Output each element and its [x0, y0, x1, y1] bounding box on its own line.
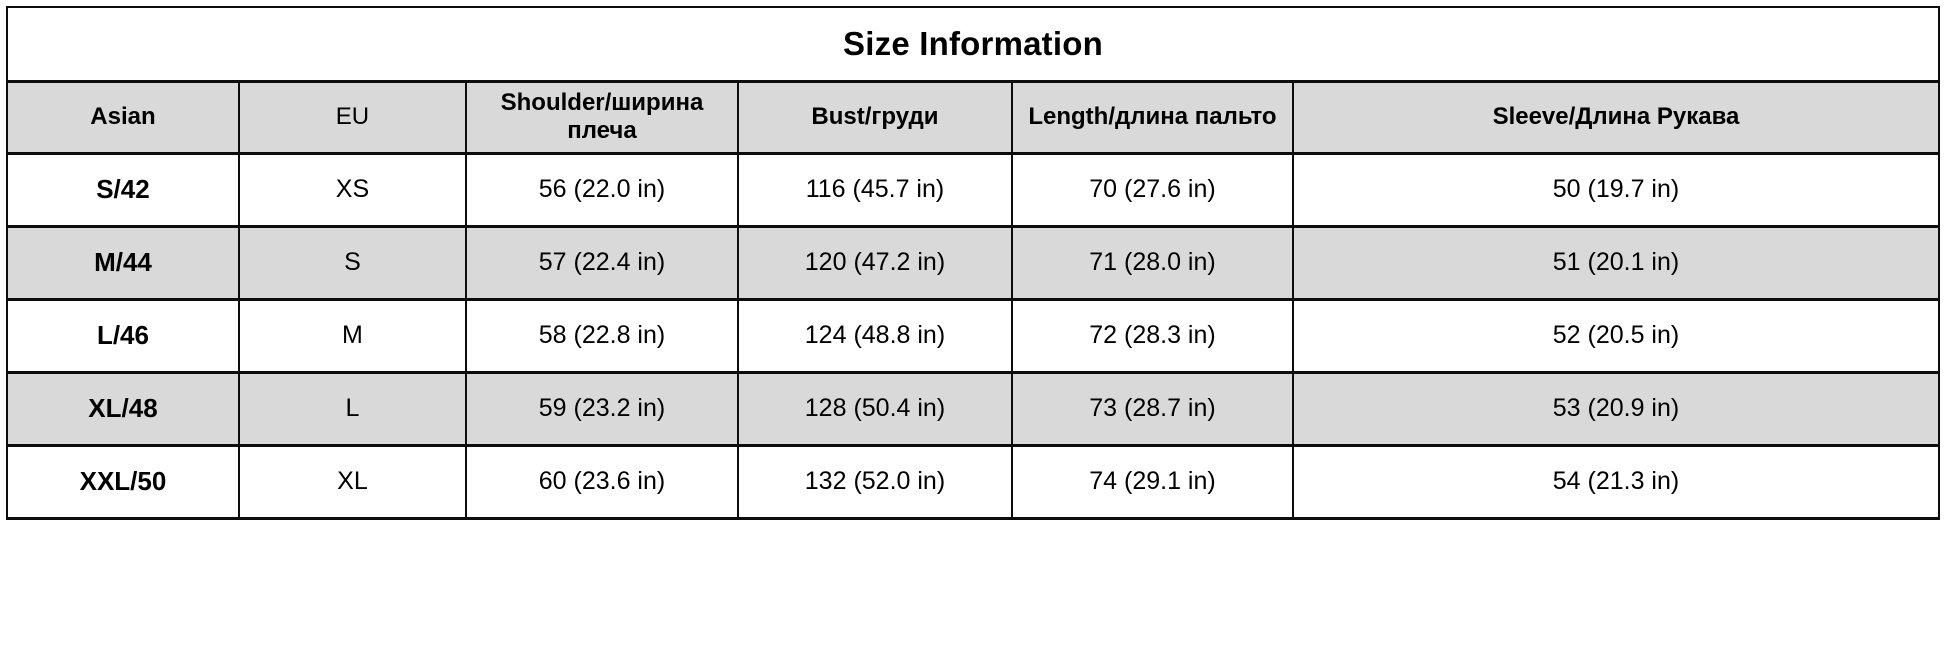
cell-sleeve: 52 (20.5 in): [1291, 298, 1941, 373]
column-header-bust: Bust/груди: [736, 80, 1013, 155]
cell-length: 73 (28.7 in): [1010, 370, 1294, 447]
size-information-table: Size Information Asian EU Shoulder/ширин…: [5, 6, 1941, 520]
cell-eu: L: [237, 370, 467, 447]
cell-eu: XL: [237, 444, 467, 520]
cell-length: 72 (28.3 in): [1010, 298, 1294, 373]
cell-sleeve: 54 (21.3 in): [1291, 444, 1941, 520]
table-row: L/46 M 58 (22.8 in) 124 (48.8 in) 72 (28…: [5, 298, 1941, 373]
cell-asian: XL/48: [5, 370, 240, 447]
cell-bust: 116 (45.7 in): [736, 152, 1013, 227]
cell-bust: 120 (47.2 in): [736, 224, 1013, 301]
cell-asian: L/46: [5, 298, 240, 373]
table-header-row: Asian EU Shoulder/ширина плеча Bust/груд…: [5, 80, 1941, 155]
column-header-sleeve: Sleeve/Длина Рукава: [1291, 80, 1941, 155]
cell-asian: S/42: [5, 152, 240, 227]
cell-shoulder: 56 (22.0 in): [464, 152, 739, 227]
cell-length: 71 (28.0 in): [1010, 224, 1294, 301]
cell-length: 70 (27.6 in): [1010, 152, 1294, 227]
cell-bust: 128 (50.4 in): [736, 370, 1013, 447]
cell-length: 74 (29.1 in): [1010, 444, 1294, 520]
cell-bust: 132 (52.0 in): [736, 444, 1013, 520]
table-row: XXL/50 XL 60 (23.6 in) 132 (52.0 in) 74 …: [5, 444, 1941, 520]
table-row: XL/48 L 59 (23.2 in) 128 (50.4 in) 73 (2…: [5, 370, 1941, 447]
table-row: S/42 XS 56 (22.0 in) 116 (45.7 in) 70 (2…: [5, 152, 1941, 227]
column-header-asian: Asian: [5, 80, 240, 155]
table-title-row: Size Information: [5, 6, 1941, 83]
cell-shoulder: 59 (23.2 in): [464, 370, 739, 447]
page-title: Size Information: [5, 6, 1941, 83]
column-header-shoulder: Shoulder/ширина плеча: [464, 80, 739, 155]
cell-sleeve: 51 (20.1 in): [1291, 224, 1941, 301]
size-table-body: Size Information Asian EU Shoulder/ширин…: [5, 6, 1941, 520]
cell-bust: 124 (48.8 in): [736, 298, 1013, 373]
cell-shoulder: 60 (23.6 in): [464, 444, 739, 520]
cell-asian: M/44: [5, 224, 240, 301]
cell-eu: M: [237, 298, 467, 373]
table-row: M/44 S 57 (22.4 in) 120 (47.2 in) 71 (28…: [5, 224, 1941, 301]
cell-asian: XXL/50: [5, 444, 240, 520]
cell-eu: S: [237, 224, 467, 301]
cell-eu: XS: [237, 152, 467, 227]
cell-shoulder: 57 (22.4 in): [464, 224, 739, 301]
column-header-eu: EU: [237, 80, 467, 155]
column-header-length: Length/длина пальто: [1010, 80, 1294, 155]
cell-shoulder: 58 (22.8 in): [464, 298, 739, 373]
cell-sleeve: 53 (20.9 in): [1291, 370, 1941, 447]
cell-sleeve: 50 (19.7 in): [1291, 152, 1941, 227]
